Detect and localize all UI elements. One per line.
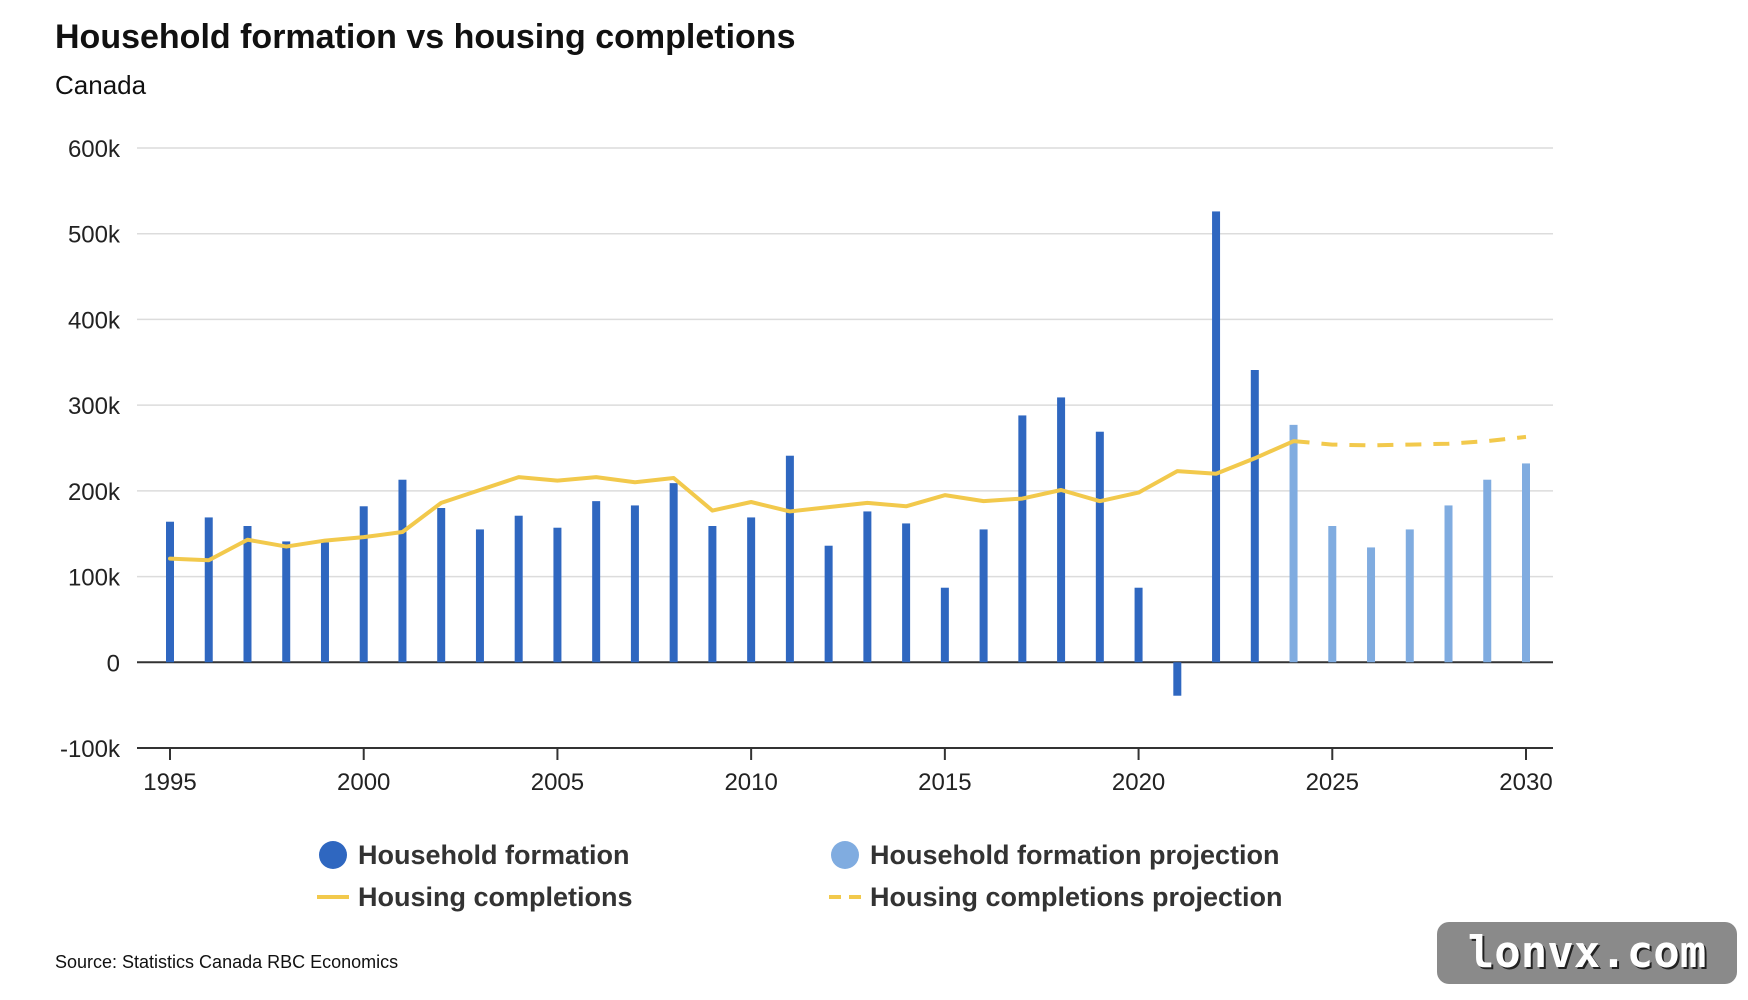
household-formation-projection-bar [1444, 505, 1453, 663]
legend-housing-completions: Housing completions [317, 882, 633, 912]
household-formation-bar [1134, 587, 1143, 663]
legend-household-formation-projection: Household formation projection [831, 840, 1280, 870]
x-tick-label: 2010 [724, 769, 777, 796]
lines [168, 434, 1527, 563]
legend-household-formation: Household formation [319, 840, 630, 870]
grid [137, 147, 1553, 749]
household-formation-bar [282, 541, 291, 663]
household-formation-bar [824, 545, 833, 663]
watermark-badge: lonvx.com [1437, 922, 1737, 984]
y-tick-label: 400k [68, 307, 121, 334]
x-tick-label: 2015 [918, 769, 971, 796]
household-formation-bar [708, 526, 717, 663]
household-formation-bar [243, 526, 252, 663]
household-formation-bar [863, 511, 872, 663]
household-formation-bar [1212, 211, 1221, 663]
y-tick-label: 500k [68, 222, 121, 249]
y-tick-label: 600k [68, 136, 121, 163]
legend-label: Household formation projection [870, 840, 1280, 870]
x-tick-label: 2005 [531, 769, 584, 796]
y-tick-label: 300k [68, 393, 121, 420]
household-formation-bar [514, 515, 523, 663]
household-formation-bar [979, 529, 988, 663]
legend: Household formation Household formation p… [317, 840, 1283, 912]
x-axis: 1995 2000 2005 2010 2015 2020 2025 2030 [143, 748, 1553, 796]
household-formation-bar [1250, 370, 1259, 663]
y-tick-label: -100k [60, 736, 121, 763]
household-formation-bar [785, 455, 794, 663]
household-formation-bar [669, 483, 678, 663]
household-formation-bar [1057, 397, 1066, 663]
household-formation-bar [398, 479, 407, 663]
chart-title: Household formation vs housing completio… [55, 18, 796, 56]
household-formation-bar [437, 508, 446, 663]
y-tick-label: 100k [68, 565, 121, 592]
household-formation-bar [359, 506, 368, 663]
watermark-text: lonvx.com [1467, 927, 1707, 978]
household-formation-projection-bar [1289, 424, 1298, 663]
household-formation-bar [630, 505, 639, 663]
household-formation-bar [592, 501, 601, 663]
legend-label: Household formation [358, 840, 630, 870]
x-tick-label: 2020 [1112, 769, 1165, 796]
household-formation-bar [553, 527, 562, 663]
household-formation-bar [320, 542, 329, 663]
y-axis: -100k 0 100k 200k 300k 400k 500k 600k [60, 136, 121, 763]
source-note: Source: Statistics Canada RBC Economics [55, 952, 399, 972]
legend-label: Housing completions [358, 882, 633, 912]
x-tick-label: 1995 [143, 769, 196, 796]
household-formation-bar [940, 587, 949, 663]
bars [166, 211, 1530, 696]
household-formation-projection-bar [1483, 479, 1492, 663]
x-tick-label: 2025 [1306, 769, 1359, 796]
household-formation-projection-bar [1367, 547, 1376, 663]
x-tick-label: 2000 [337, 769, 390, 796]
household-formation-bar [1095, 431, 1104, 663]
household-formation-projection-bar [1328, 526, 1337, 663]
household-formation-bar [475, 529, 484, 663]
chart-subtitle: Canada [55, 70, 147, 100]
household-formation-bar [902, 523, 911, 663]
legend-swatch-dot [319, 841, 347, 869]
legend-housing-completions-projection: Housing completions projection [829, 882, 1283, 912]
x-tick-label: 2030 [1499, 769, 1552, 796]
y-tick-label: 0 [107, 650, 120, 677]
household-formation-bar [747, 517, 756, 663]
household-formation-bar [204, 517, 213, 663]
household-formation-bar [1018, 415, 1027, 663]
household-formation-projection-bar [1405, 529, 1414, 663]
legend-swatch-dot [831, 841, 859, 869]
y-tick-label: 200k [68, 479, 121, 506]
housing-completions-projection-line [1293, 434, 1527, 448]
housing-completions-line [168, 439, 1296, 563]
legend-label: Housing completions projection [870, 882, 1283, 912]
household-formation-bar [1173, 662, 1182, 696]
household-formation-projection-bar [1522, 463, 1530, 663]
household-formation-bar [166, 521, 174, 663]
